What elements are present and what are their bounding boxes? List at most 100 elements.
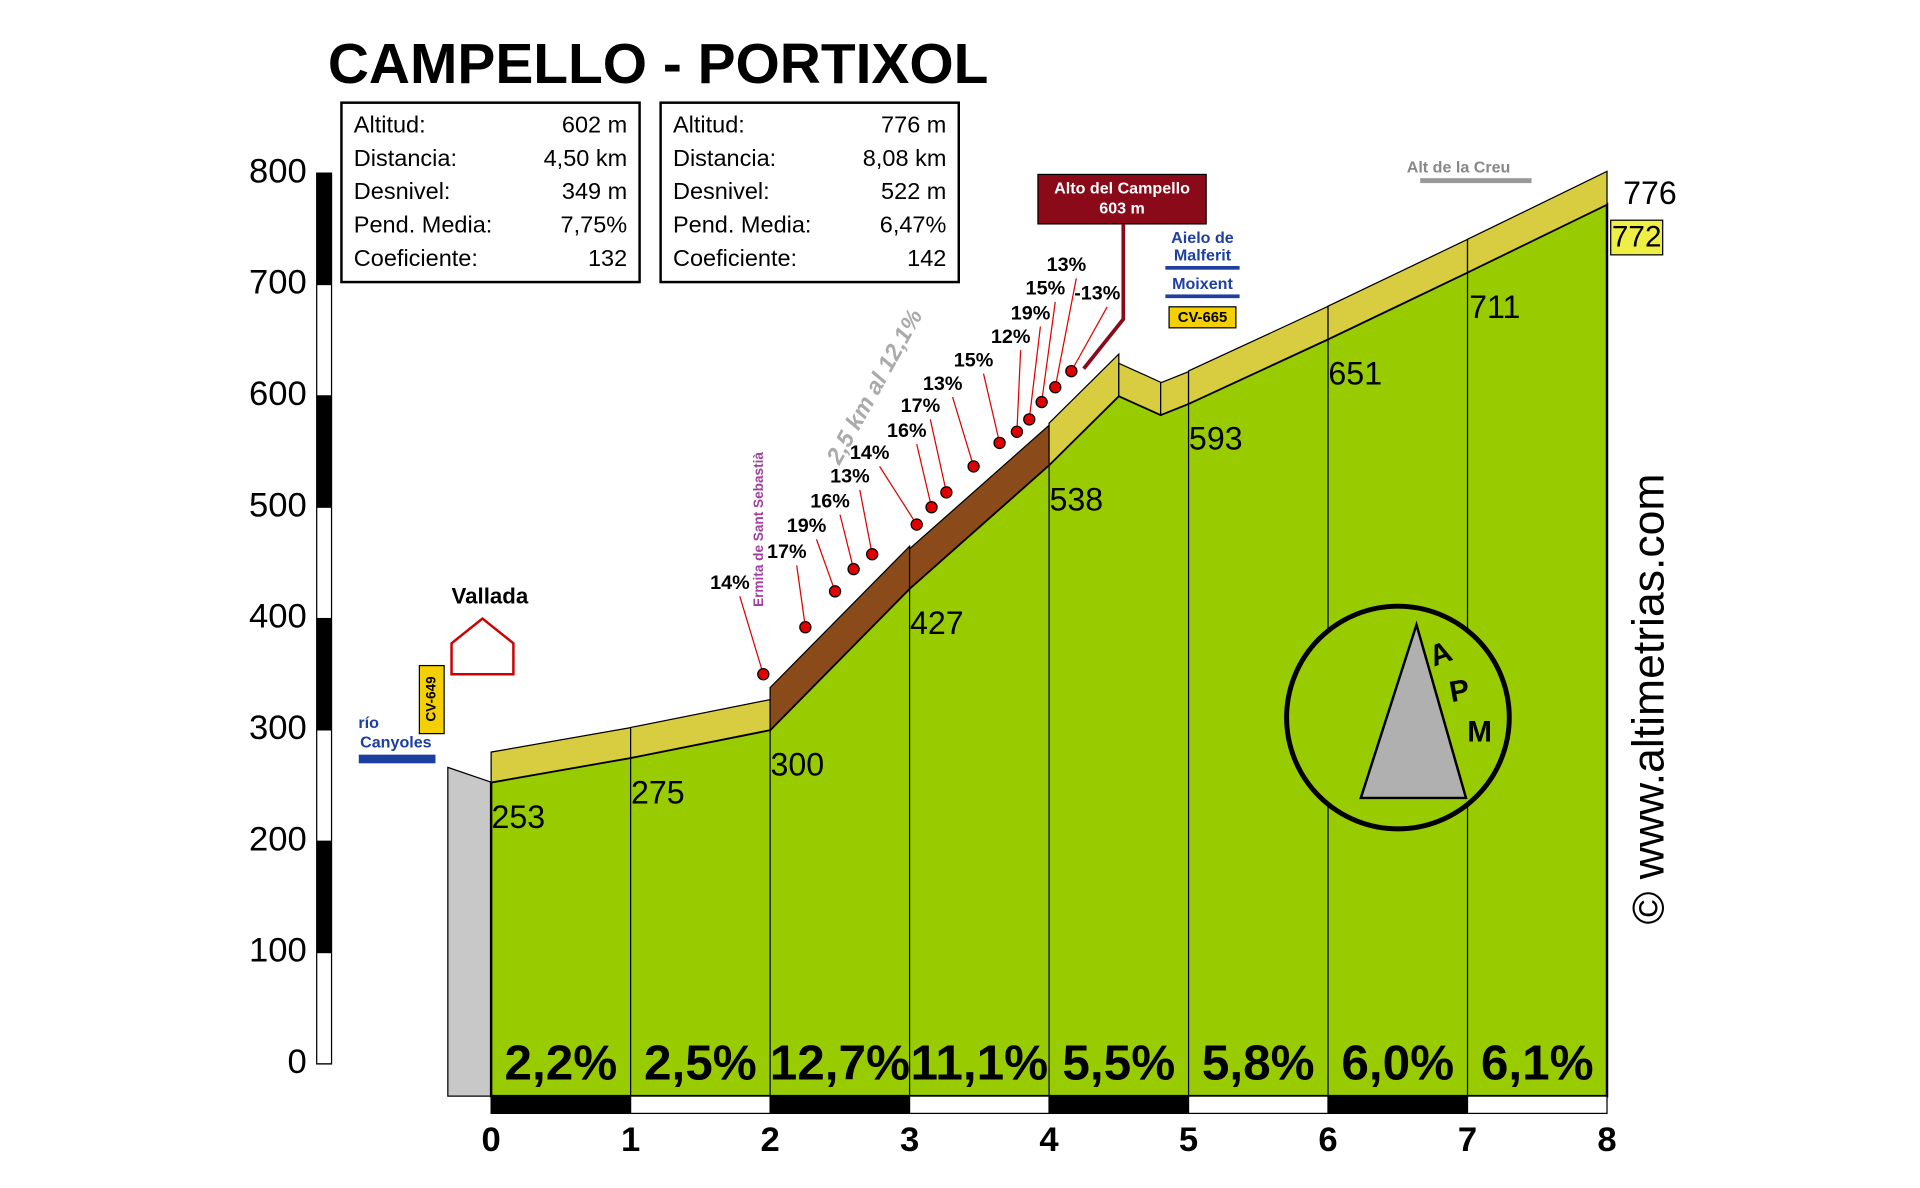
- km-bar: [1187, 1095, 1329, 1115]
- km-bar: [1048, 1095, 1190, 1115]
- climb-label: -13%: [1074, 283, 1121, 305]
- climb-label: 13%: [923, 373, 963, 395]
- summit-altitude: 776: [1623, 175, 1677, 211]
- chapel-label: Ermita de Sant Sebastià: [751, 452, 766, 607]
- climb-label: 17%: [901, 395, 941, 417]
- altitude-label: 275: [631, 774, 685, 810]
- climb-label: 12%: [991, 326, 1031, 348]
- scale-segment: [316, 618, 332, 730]
- climb-label: 19%: [1011, 302, 1051, 324]
- pass-name: Alto del Campello: [1054, 180, 1190, 198]
- km-bar: [1327, 1095, 1469, 1115]
- leader-line: [879, 466, 918, 525]
- scale-segment: [316, 395, 332, 508]
- altitude-label: 651: [1328, 356, 1382, 392]
- climb-label: 19%: [787, 515, 827, 537]
- stats-label: Pend. Media:: [673, 212, 811, 238]
- climb-marker: [1049, 381, 1062, 394]
- leader-line: [1070, 306, 1108, 372]
- climb-label: 16%: [810, 491, 850, 513]
- leader-line: [951, 396, 975, 467]
- y-tick-label: 600: [249, 375, 307, 413]
- stats-value: 776 m: [881, 111, 946, 137]
- road-sign: [1168, 306, 1237, 329]
- x-tick-label: 8: [1597, 1121, 1616, 1159]
- gradient-label: 6,0%: [1341, 1035, 1454, 1090]
- stats-value: 349 m: [562, 178, 627, 204]
- y-tick-label: 700: [249, 264, 307, 302]
- climb-marker: [799, 621, 812, 634]
- stats-label: Altitud:: [354, 111, 426, 137]
- direction-arrow: [1165, 294, 1240, 299]
- climb-marker: [847, 562, 860, 576]
- river-label: río: [358, 714, 379, 732]
- climb-marker: [993, 436, 1006, 450]
- altitude-box: [1610, 219, 1664, 256]
- climb-marker: [828, 585, 842, 598]
- climb-marker: [865, 548, 879, 561]
- direction-label: Malferit: [1174, 246, 1232, 264]
- climb-marker: [910, 518, 923, 531]
- climb-label: 16%: [887, 420, 927, 442]
- y-tick-label: 500: [249, 486, 307, 524]
- gradient-label: 2,5%: [644, 1035, 757, 1090]
- river-arrow: [358, 754, 436, 764]
- x-tick-label: 0: [482, 1121, 501, 1159]
- x-tick-label: 2: [760, 1121, 779, 1159]
- leader-line: [982, 373, 1001, 444]
- altitude-label: 772: [1612, 221, 1662, 254]
- climb-marker: [757, 668, 770, 681]
- pass-box: [1037, 173, 1207, 225]
- logo-letter: M: [1467, 715, 1492, 748]
- climb-label: 13%: [1047, 254, 1087, 276]
- stats-value: 132: [588, 245, 627, 271]
- climb-marker: [1065, 364, 1078, 378]
- x-tick-label: 6: [1318, 1121, 1337, 1159]
- leader-line: [1054, 278, 1077, 388]
- altitude-label: 593: [1189, 420, 1243, 456]
- stats-value: 6,47%: [880, 212, 947, 238]
- stats-label: Desnivel:: [354, 178, 451, 204]
- leader-line: [739, 596, 764, 675]
- km-bar: [490, 1095, 632, 1115]
- x-tick-label: 4: [1039, 1121, 1059, 1159]
- direction-label: Moixent: [1172, 275, 1233, 293]
- leader-line: [1028, 326, 1042, 420]
- x-tick-label: 7: [1458, 1121, 1477, 1159]
- climb-marker: [1035, 395, 1048, 409]
- leader-line: [1041, 301, 1056, 403]
- x-tick-label: 5: [1179, 1121, 1198, 1159]
- stats-value: 522 m: [881, 178, 946, 204]
- leader-line: [839, 514, 855, 570]
- climb-label: 14%: [850, 442, 890, 464]
- climb-marker: [1023, 413, 1036, 426]
- scale-segment: [316, 173, 332, 285]
- stats-label: Pend. Media:: [354, 212, 492, 238]
- x-tick-label: 1: [621, 1121, 640, 1159]
- climb-label: 17%: [767, 541, 807, 563]
- stats-label: Coeficiente:: [354, 245, 478, 271]
- summit-name: Alt de la Creu: [1407, 158, 1511, 176]
- direction-arrow: [1420, 178, 1532, 184]
- stats-label: Altitud:: [673, 111, 745, 137]
- stats-label: Desnivel:: [673, 178, 770, 204]
- road-sign: [418, 664, 445, 735]
- climb-marker: [940, 486, 953, 499]
- km-bar: [1466, 1095, 1608, 1115]
- climb-label: 13%: [830, 466, 870, 488]
- altitude-label: 300: [770, 747, 824, 783]
- leader-line: [916, 443, 933, 508]
- stats-value: 142: [907, 245, 946, 271]
- climb-marker: [1010, 425, 1024, 438]
- leader-line: [929, 419, 947, 493]
- stats-value: 602 m: [562, 111, 627, 137]
- road-band: [1466, 170, 1608, 274]
- gradient-label: 2,2%: [504, 1035, 617, 1090]
- x-tick-label: 3: [900, 1121, 919, 1159]
- km-bar: [630, 1095, 771, 1115]
- leader-line: [815, 539, 836, 592]
- climb-label: 15%: [954, 349, 994, 371]
- gradient-label: 5,8%: [1202, 1035, 1315, 1090]
- road-band: [1048, 352, 1120, 467]
